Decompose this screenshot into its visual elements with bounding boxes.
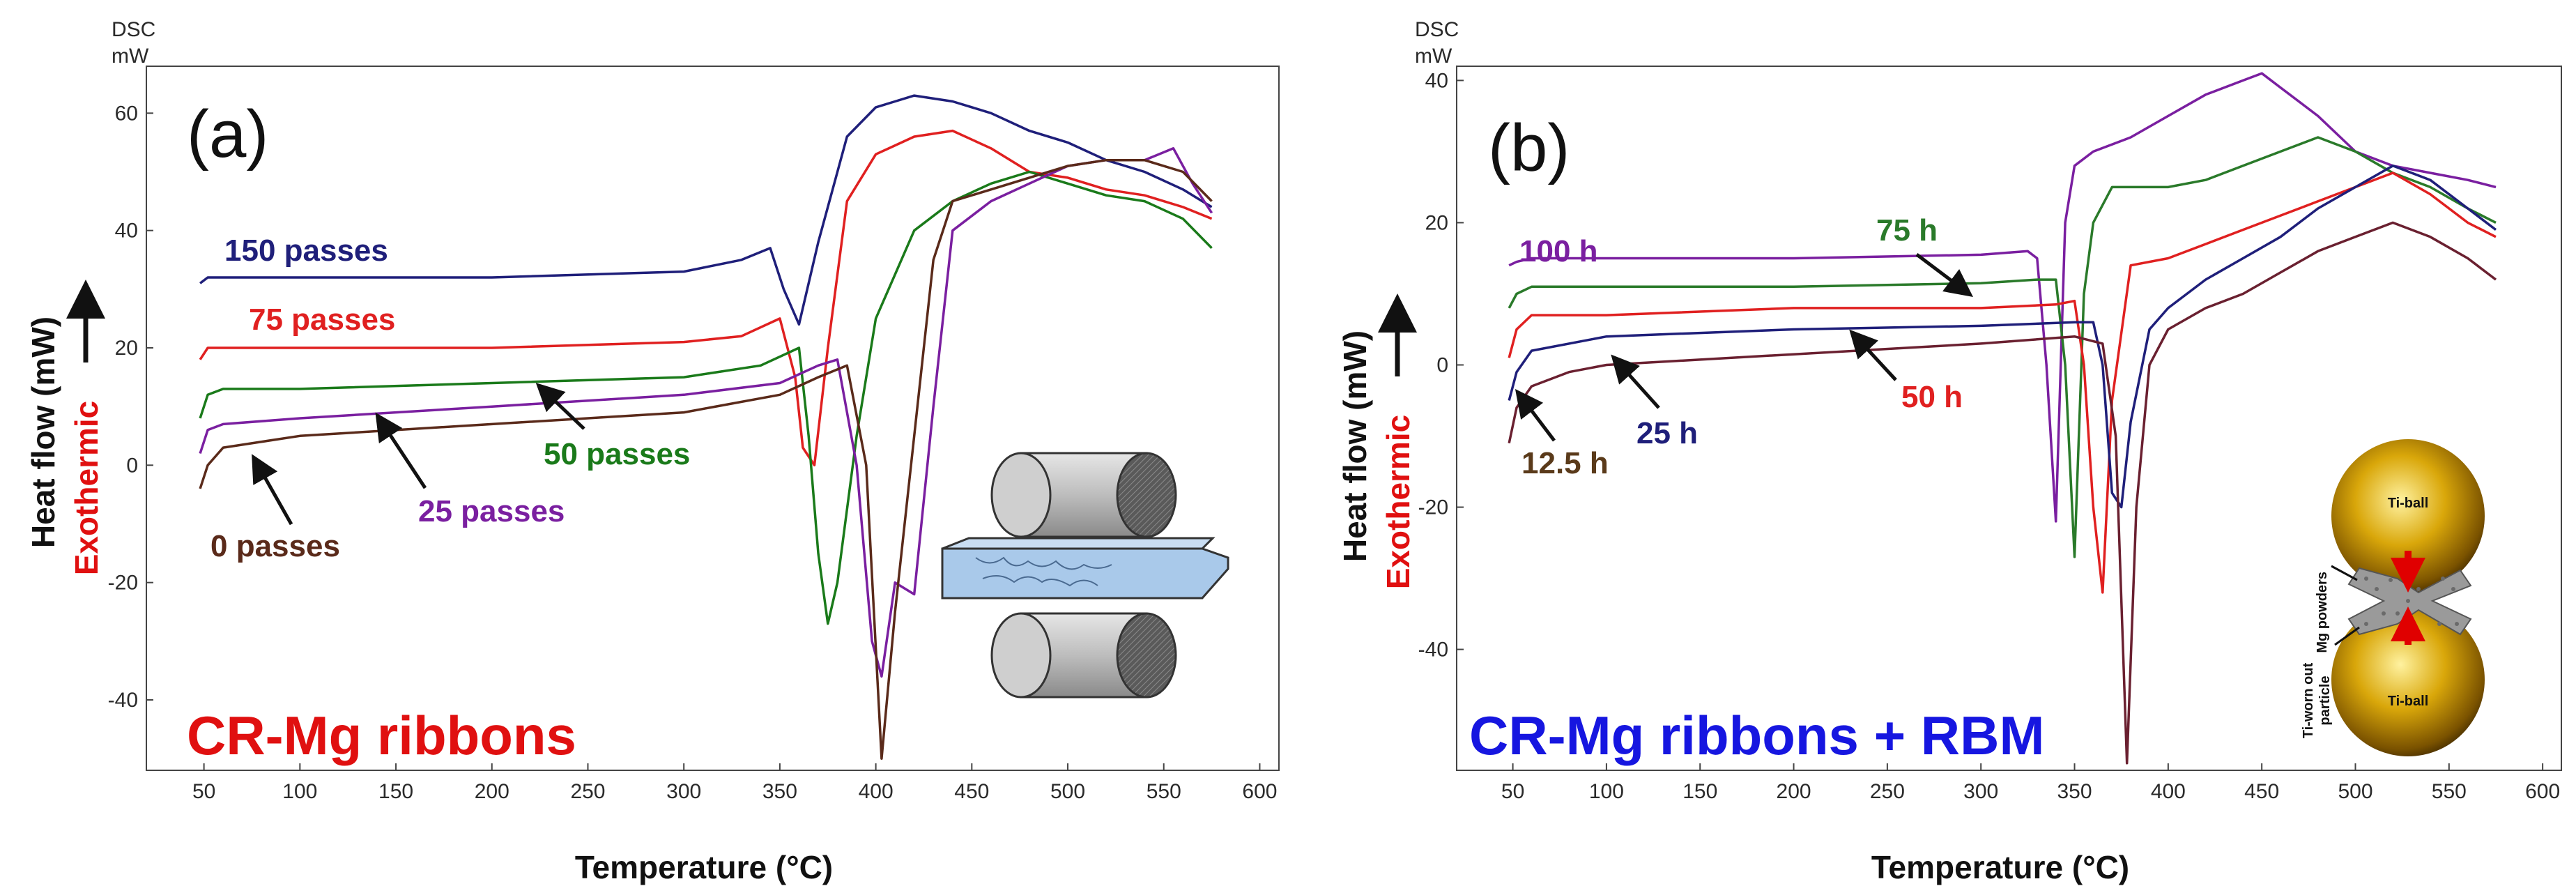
series-line-b-75-h — [1508, 136, 2497, 558]
series-line-b-25-h — [1508, 165, 2497, 509]
label-0-passes: 0 passes — [210, 529, 340, 563]
label-50-passes: 50 passes — [544, 437, 690, 471]
x-tick-label-a: 500 — [1050, 780, 1085, 803]
rolling-mill-inset — [941, 452, 1229, 699]
label-75-h: 75 h — [1876, 213, 1938, 247]
label-75-passes: 75 passes — [249, 303, 395, 337]
y-tick-label-b: 20 — [1425, 211, 1448, 234]
y-axis-label-a: Heat flow (mW) — [25, 316, 61, 548]
ti-worn-label-2: particle — [2317, 676, 2333, 725]
label-50-h: 50 h — [1901, 380, 1963, 414]
x-tick-label-a: 350 — [762, 780, 797, 803]
panel-a: DSC mW 50 100 150 200 250 300 350 400 450 500 550 6… — [25, 18, 1280, 885]
x-tick-label-b: 300 — [1963, 780, 1998, 803]
y-tick-label-a: -20 — [108, 572, 138, 595]
y-tick-label-b: 0 — [1436, 353, 1448, 376]
mg-powders-label: Mg powders — [2315, 572, 2330, 653]
x-axis-label-b: Temperature (°C) — [1871, 849, 2129, 885]
x-tick-label-b: 350 — [2057, 780, 2092, 803]
x-tick-label-b: 600 — [2525, 780, 2560, 803]
ti-ball-top-label: Ti-ball — [2388, 496, 2429, 511]
x-tick-label-b: 550 — [2432, 780, 2467, 803]
series-line-a-75-passes — [199, 129, 1213, 467]
y-tick-label-a: 40 — [115, 220, 138, 243]
x-tick-label-a: 600 — [1242, 780, 1277, 803]
x-tick-label-b: 500 — [2338, 780, 2372, 803]
unit-label-a: mW — [112, 45, 149, 68]
series-lines-b — [1508, 72, 2497, 765]
arrow-50-passes — [535, 383, 585, 430]
series-line-a-150-passes — [199, 94, 1213, 326]
ti-ball-bottom — [2331, 603, 2485, 756]
exothermic-label-a: Exothermic — [68, 401, 105, 576]
x-tick-label-a: 250 — [570, 780, 605, 803]
panel-label-a: (a) — [187, 97, 268, 171]
y-axis-label-b: Heat flow (mW) — [1337, 330, 1373, 562]
svg-text:Heat flow (mW): Heat flow (mW) — [25, 316, 61, 548]
label-25-h: 25 h — [1636, 416, 1698, 450]
y-tick-label-b: -40 — [1418, 639, 1448, 662]
arrow-75-h — [1915, 253, 1973, 298]
panel-b: DSC mW 50 100 150 200 250 300 350 400 450 500 550 6… — [1337, 18, 2562, 885]
label-25-passes: 25 passes — [418, 494, 565, 528]
axis-ticks-b: 50 100 150 200 250 300 350 400 450 500 550 600-40-2… — [1418, 69, 2561, 803]
y-axis-title-a: Heat flow (mW) — [25, 316, 61, 548]
y-tick-label-a: -40 — [108, 689, 138, 712]
y-tick-label-a: 0 — [126, 454, 138, 477]
series-line-a-50-passes — [199, 170, 1213, 625]
title-a: CR-Mg ribbons — [187, 705, 576, 766]
title-b: CR-Mg ribbons + RBM — [1469, 705, 2044, 766]
x-tick-label-a: 400 — [859, 780, 894, 803]
exothermic-text-b: Exothermic — [1380, 415, 1416, 590]
x-tick-label-a: 200 — [475, 780, 509, 803]
x-tick-label-b: 150 — [1682, 780, 1717, 803]
instrument-label-a: DSC — [112, 18, 155, 41]
ball-milling-inset: Ti-ball Ti-ball Mg powders Ti-worn out p… — [2301, 439, 2485, 756]
series-line-b-50-h — [1508, 171, 2497, 594]
x-tick-label-a: 300 — [666, 780, 701, 803]
ti-ball-bottom-label: Ti-ball — [2388, 694, 2429, 709]
x-tick-label-a: 150 — [378, 780, 413, 803]
arrow-25-h — [1611, 354, 1660, 409]
exothermic-label-b: Exothermic — [1380, 415, 1416, 590]
x-tick-label-a: 450 — [954, 780, 989, 803]
series-line-b-12-5-h — [1508, 221, 2497, 765]
x-tick-label-b: 400 — [2151, 780, 2186, 803]
y-tick-label-b: -20 — [1418, 496, 1448, 519]
x-tick-label-a: 550 — [1147, 780, 1181, 803]
x-tick-label-b: 250 — [1870, 780, 1905, 803]
x-tick-label-b: 50 — [1501, 780, 1524, 803]
ti-ball-top — [2331, 439, 2485, 593]
label-150-passes: 150 passes — [224, 234, 388, 268]
arrow-0-passes — [252, 454, 293, 526]
plot-area-b — [1456, 66, 2562, 771]
svg-text:Heat flow (mW): Heat flow (mW) — [1337, 330, 1373, 562]
x-tick-label-b: 100 — [1589, 780, 1624, 803]
label-100-h: 100 h — [1519, 234, 1598, 268]
series-lines-a — [199, 94, 1213, 760]
y-axis-title-b: Heat flow (mW) — [1337, 330, 1373, 562]
x-tick-label-b: 200 — [1777, 780, 1811, 803]
y-tick-label-a: 60 — [115, 102, 138, 125]
panel-label-b: (b) — [1488, 111, 1570, 185]
ti-worn-label-1: Ti-worn out — [2301, 662, 2316, 738]
x-tick-label-a: 50 — [192, 780, 215, 803]
plot-area-a — [146, 66, 1280, 771]
arrow-50-h — [1849, 329, 1897, 381]
y-tick-label-a: 20 — [115, 337, 138, 360]
axis-ticks-a: 50 100 150 200 250 300 350 400 450 500 550 600-40-2… — [108, 102, 1278, 803]
series-line-b-100-h — [1508, 72, 2497, 523]
exothermic-text-a: Exothermic — [68, 401, 105, 576]
arrow-12-5-h — [1515, 389, 1556, 442]
y-tick-label-b: 40 — [1425, 69, 1448, 92]
arrow-25-passes — [375, 412, 427, 489]
x-axis-label-a: Temperature (°C) — [575, 849, 833, 885]
x-tick-label-a: 100 — [282, 780, 317, 803]
label-12-5-h: 12.5 h — [1521, 446, 1609, 480]
x-tick-label-b: 450 — [2244, 780, 2279, 803]
instrument-label-b: DSC — [1415, 18, 1459, 41]
unit-label-b: mW — [1415, 45, 1452, 68]
